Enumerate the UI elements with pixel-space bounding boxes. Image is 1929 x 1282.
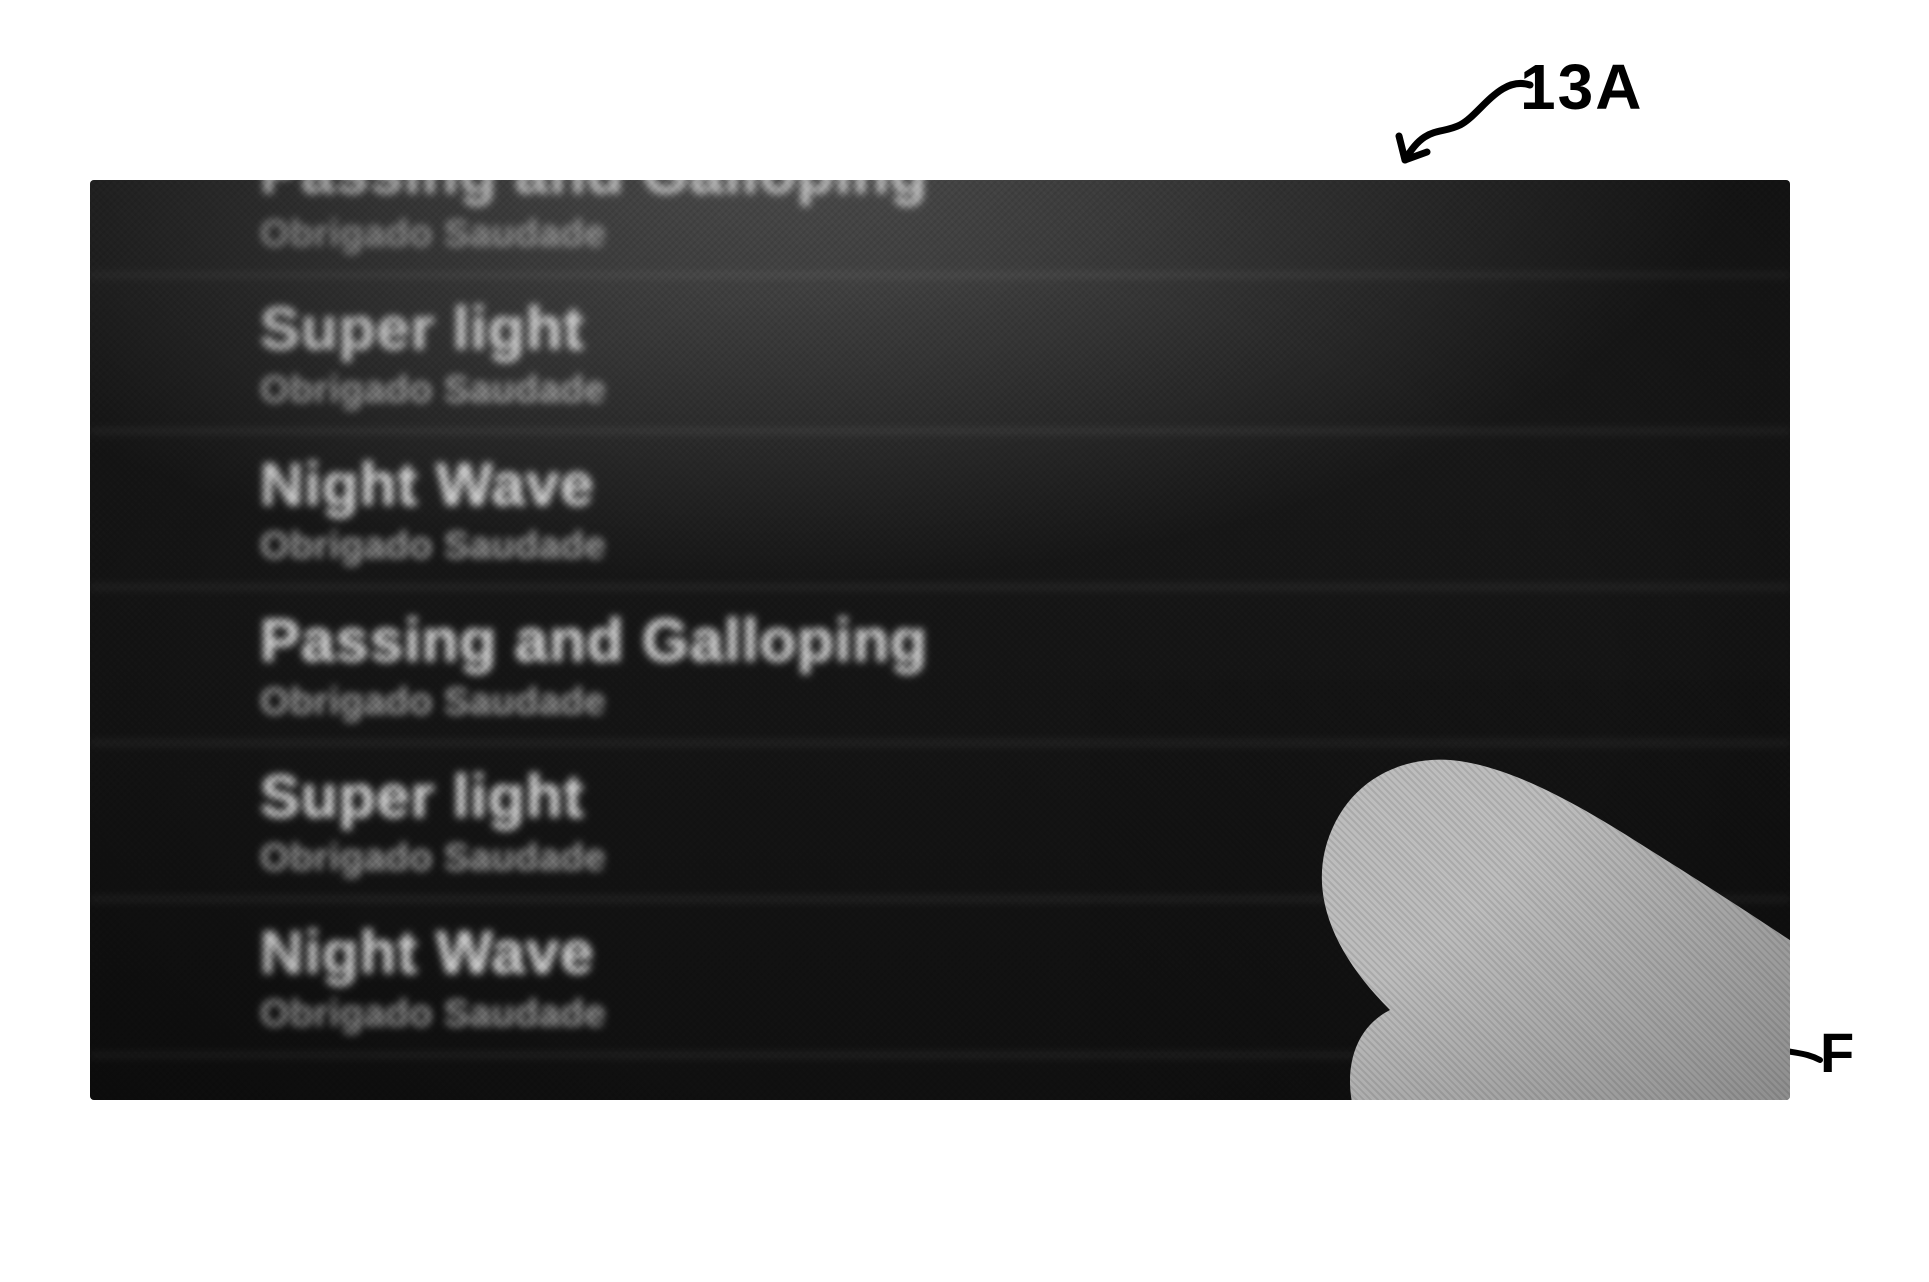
list-item[interactable]: Night Wave Obrigado Saudade xyxy=(90,900,1790,1056)
track-title: Passing and Galloping xyxy=(260,180,1790,207)
track-title: Night Wave xyxy=(260,918,1790,987)
track-subtitle: Obrigado Saudade xyxy=(260,837,1790,880)
track-title: Super light xyxy=(260,762,1790,831)
touch-screen[interactable]: Passing and Galloping Obrigado Saudade S… xyxy=(90,180,1790,1100)
list-item[interactable]: Super light Obrigado Saudade xyxy=(90,744,1790,900)
track-list[interactable]: Passing and Galloping Obrigado Saudade S… xyxy=(90,180,1790,1056)
track-subtitle: Obrigado Saudade xyxy=(260,993,1790,1036)
track-title: Passing and Galloping xyxy=(260,606,1790,675)
annotation-arrow-icon xyxy=(1380,70,1540,190)
track-title: Night Wave xyxy=(260,450,1790,519)
list-item[interactable]: Passing and Galloping Obrigado Saudade xyxy=(90,180,1790,276)
track-subtitle: Obrigado Saudade xyxy=(260,681,1790,724)
list-item[interactable]: Passing and Galloping Obrigado Saudade xyxy=(90,588,1790,744)
track-subtitle: Obrigado Saudade xyxy=(260,369,1790,412)
track-subtitle: Obrigado Saudade xyxy=(260,213,1790,256)
track-subtitle: Obrigado Saudade xyxy=(260,525,1790,568)
list-item[interactable]: Super light Obrigado Saudade xyxy=(90,276,1790,432)
track-title: Super light xyxy=(260,294,1790,363)
list-item[interactable]: Night Wave Obrigado Saudade xyxy=(90,432,1790,588)
